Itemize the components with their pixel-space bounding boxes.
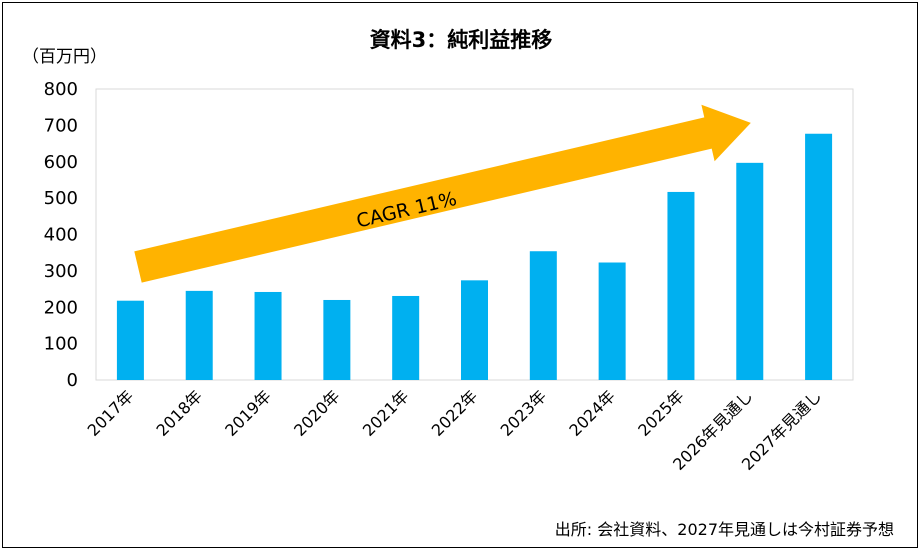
x-tick-label: 2020年	[290, 386, 344, 440]
x-tick-label: 2021年	[359, 386, 413, 440]
bar	[598, 262, 626, 380]
x-tick-label: 2017年	[84, 386, 138, 440]
x-tick-label: 2022年	[428, 386, 482, 440]
bar	[116, 300, 144, 380]
y-tick-label: 400	[44, 225, 78, 246]
bar	[185, 290, 213, 380]
y-tick-label: 500	[44, 188, 78, 209]
y-tick-label: 700	[44, 115, 78, 136]
bar	[254, 291, 282, 380]
y-tick-label: 600	[44, 152, 78, 173]
bar	[461, 280, 488, 380]
source-note: 出所: 会社資料、2027年見通しは今村証券予想	[555, 520, 894, 539]
bar	[392, 295, 420, 380]
y-unit-label: （百万円）	[22, 47, 107, 67]
chart-title: 資料3：純利益推移	[370, 28, 553, 52]
bar	[736, 162, 764, 380]
bar	[805, 133, 833, 380]
y-tick-label: 200	[44, 297, 78, 318]
y-tick-label: 300	[44, 261, 78, 282]
y-axis: 0 100 200 300 400 500 600 700 800	[44, 79, 78, 391]
bar	[667, 191, 695, 380]
x-tick-label: 2018年	[153, 386, 207, 440]
x-tick-label: 2023年	[497, 386, 551, 440]
cagr-arrow-shape	[134, 104, 751, 283]
y-tick-label: 800	[44, 79, 78, 100]
bar	[529, 251, 557, 380]
y-tick-label: 100	[44, 334, 78, 355]
x-tick-label: 2025年	[634, 386, 688, 440]
x-tick-label: 2019年	[221, 386, 275, 440]
bar-series	[116, 133, 833, 380]
bar	[323, 299, 351, 380]
x-axis: 2017年 2018年 2019年 2020年 2021年 2022年 2023年 2024年…	[84, 386, 826, 473]
y-tick-label: 0	[67, 370, 78, 391]
x-tick-label: 2024年	[565, 386, 619, 440]
